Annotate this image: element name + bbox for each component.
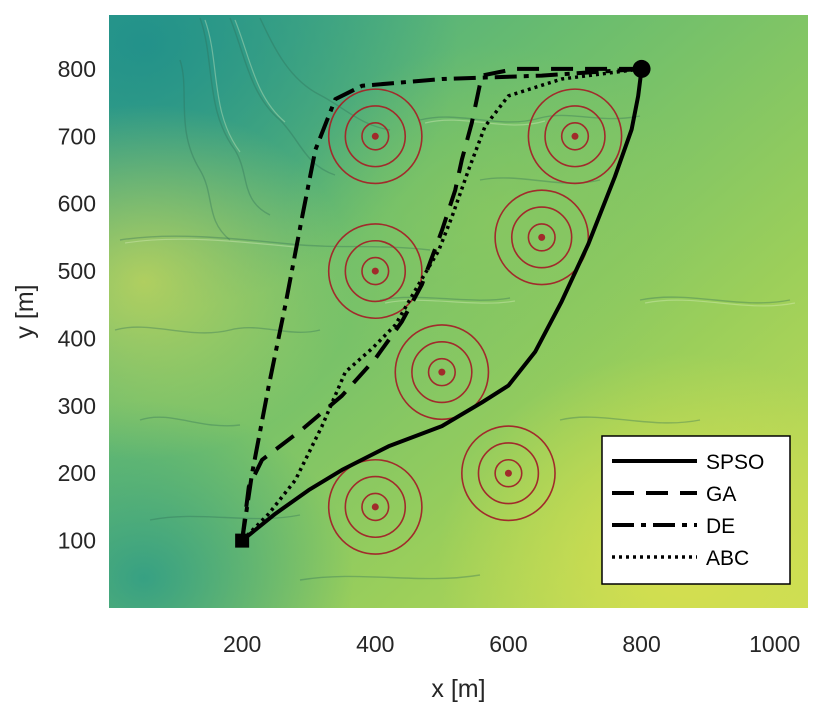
threat-ring	[411, 341, 473, 404]
threat-ring	[394, 324, 490, 421]
legend: SPSO GA DE ABC	[601, 435, 791, 585]
threat-zone	[327, 458, 423, 555]
threat-zone	[327, 223, 423, 320]
threat-zone	[461, 425, 556, 522]
threat-center	[371, 267, 379, 275]
legend-label-ga: GA	[706, 483, 736, 506]
x-tick-label: 400	[356, 631, 394, 657]
threat-ring	[527, 223, 556, 252]
threat-ring	[361, 492, 390, 522]
threat-ring	[361, 256, 390, 286]
threat-ring	[461, 425, 556, 522]
threat-ring	[494, 458, 523, 488]
x-tick-label: 200	[223, 631, 261, 657]
flight-paths	[240, 66, 644, 543]
threat-ring	[344, 475, 407, 539]
threat-ring	[327, 223, 423, 320]
terrain-background	[109, 15, 808, 608]
x-axis-label: x [m]	[431, 675, 485, 703]
x-tick-label: 1000	[749, 631, 800, 657]
endpoints	[235, 59, 651, 548]
path-spso	[240, 68, 644, 543]
legend-label-spso: SPSO	[706, 451, 764, 474]
y-tick-label: 200	[58, 460, 96, 486]
threat-zones	[327, 88, 623, 555]
threat-ring	[427, 357, 456, 387]
path-abc	[240, 67, 642, 542]
x-axis-ticks: 200 400 600 800 1000	[223, 631, 800, 657]
y-tick-label: 500	[58, 258, 96, 284]
threat-center	[371, 132, 379, 140]
threat-ring	[327, 88, 423, 185]
path-de	[240, 66, 642, 541]
x-tick-label: 800	[622, 631, 660, 657]
threat-zone	[394, 324, 490, 421]
path-ga	[240, 66, 642, 541]
legend-label-abc: ABC	[706, 547, 749, 570]
threat-ring	[344, 239, 407, 303]
threat-ring	[560, 122, 590, 151]
x-tick-label: 600	[489, 631, 527, 657]
y-tick-label: 100	[58, 528, 96, 554]
y-tick-label: 400	[58, 325, 96, 351]
threat-ring	[544, 105, 606, 168]
start-marker	[235, 533, 250, 548]
y-tick-label: 800	[58, 56, 96, 82]
threat-center	[571, 132, 579, 140]
y-tick-label: 300	[58, 393, 96, 419]
threat-ring	[361, 122, 390, 151]
threat-ring	[527, 88, 623, 185]
threat-ring	[344, 105, 407, 168]
threat-ring	[494, 189, 590, 286]
threat-center	[504, 469, 512, 477]
threat-zone	[494, 189, 590, 286]
y-axis-label: y [m]	[11, 284, 39, 338]
threat-zone	[527, 88, 623, 185]
threat-zone	[327, 88, 423, 185]
threat-ring	[477, 442, 540, 505]
y-tick-label: 700	[58, 123, 96, 149]
threat-ring	[327, 458, 423, 555]
threat-center	[538, 233, 546, 241]
y-tick-label: 600	[58, 191, 96, 217]
legend-label-de: DE	[706, 515, 735, 538]
threat-center	[371, 503, 379, 511]
y-axis-ticks: 100 200 300 400 500 600 700 800	[58, 56, 96, 554]
goal-marker	[632, 59, 651, 78]
threat-ring	[510, 206, 573, 269]
threat-center	[438, 368, 446, 376]
